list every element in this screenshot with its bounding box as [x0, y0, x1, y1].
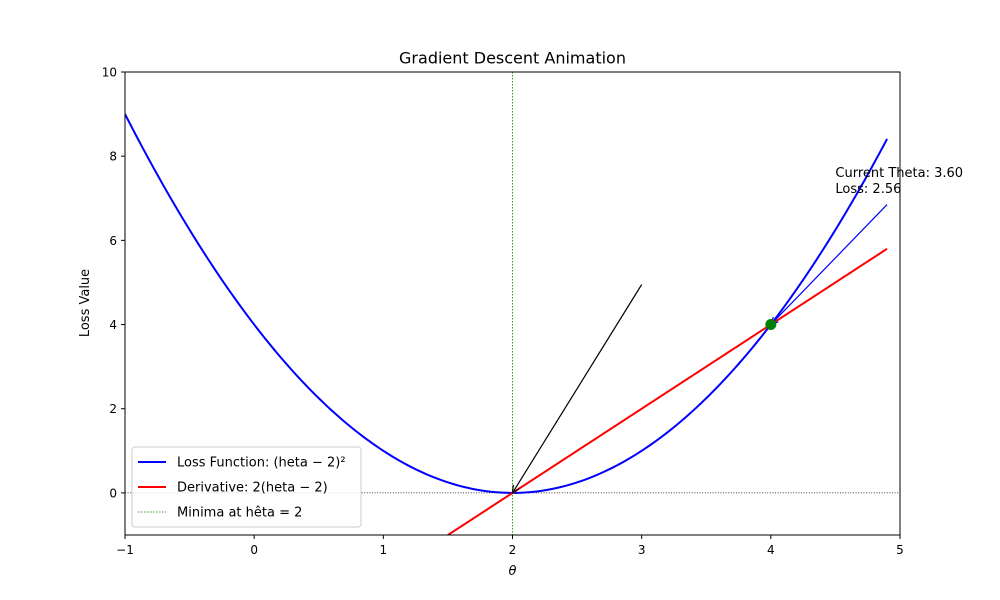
derivative-line — [447, 247, 888, 535]
legend: Loss Function: (heta − 2)² Derivative: 2(… — [131, 446, 362, 528]
legend-entry-label: Loss Function: (heta − 2)² — [177, 456, 346, 471]
x-axis-label: θ — [509, 564, 517, 579]
y-tick-label: 6 — [109, 234, 117, 248]
annotation-line: Loss: 2.56 — [835, 182, 901, 197]
y-tick-label: 4 — [109, 318, 117, 332]
legend-entry-label: Derivative: 2(heta − 2) — [177, 481, 328, 496]
y-tick-label: 0 — [109, 486, 117, 500]
minima-arrow — [511, 284, 643, 495]
x-tick-label: 2 — [509, 543, 517, 557]
y-tick-label: 10 — [102, 66, 117, 80]
tangent-arrow — [769, 204, 888, 326]
chart-title: Gradient Descent Animation — [399, 49, 626, 68]
x-tick-label: 1 — [380, 543, 388, 557]
x-tick-label: 5 — [896, 543, 904, 557]
x-tick-label: 0 — [250, 543, 258, 557]
annotation-line: Current Theta: 3.60 — [835, 166, 963, 181]
plot-area — [124, 71, 901, 536]
legend-box — [131, 446, 362, 528]
x-tick-label: −1 — [116, 543, 134, 557]
x-tick-label: 4 — [767, 543, 775, 557]
y-axis-label: Loss Value — [78, 269, 93, 337]
y-tick-label: 2 — [109, 402, 117, 416]
x-tick-label: 3 — [638, 543, 646, 557]
axis-ticks: −1 0 1 2 3 4 5 0 2 4 6 8 10 — [102, 66, 904, 558]
current-point-marker — [765, 319, 777, 331]
legend-entry-label: Minima at hêta = 2 — [177, 506, 302, 521]
loss-function-curve — [125, 113, 888, 494]
y-tick-label: 8 — [109, 150, 117, 164]
